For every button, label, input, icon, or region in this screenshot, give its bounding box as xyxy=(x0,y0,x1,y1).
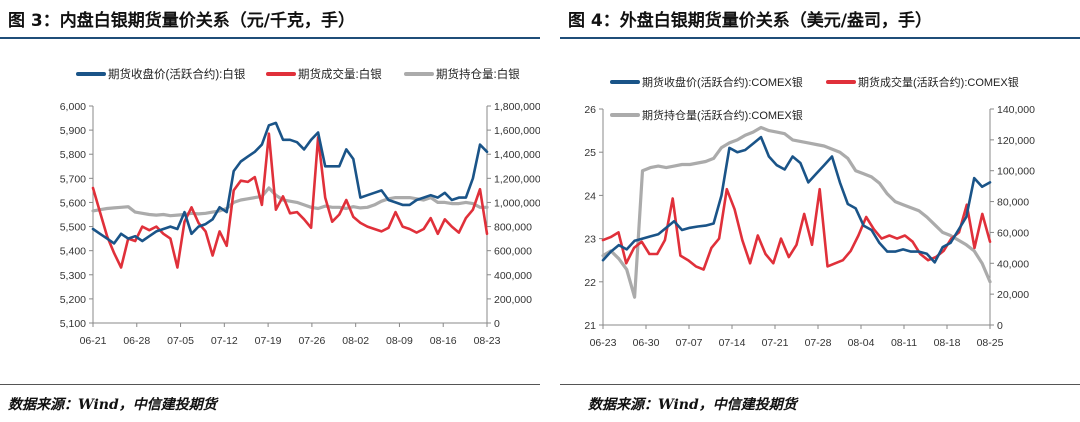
y-right-tick-label: 1,200,000 xyxy=(494,173,540,185)
y-left-tick-label: 22 xyxy=(584,277,596,289)
y-left-tick-label: 5,400 xyxy=(60,246,86,258)
legend-label: 期货收盘价(活跃合约):白银 xyxy=(108,67,246,81)
x-tick-label: 07-21 xyxy=(762,337,789,349)
x-tick-label: 07-26 xyxy=(298,335,325,347)
legend-label: 期货持仓量(活跃合约):COMEX银 xyxy=(642,108,803,122)
figure-3-bottom-rule xyxy=(0,384,540,385)
y-right-tick-label: 20,000 xyxy=(997,289,1029,301)
figure-4-chart: 21 22 23 24 25 26 0 20,000 40,000 60,000 80,000 100… xyxy=(584,75,1035,349)
y-left-tick-label: 5,100 xyxy=(60,318,86,330)
y-left-tick-label: 25 xyxy=(584,147,596,159)
figure-3-title-rule xyxy=(0,37,540,39)
y-right-tick-label: 0 xyxy=(494,318,500,330)
y-left-tick-label: 23 xyxy=(584,234,596,246)
x-tick-label: 06-30 xyxy=(633,337,660,349)
x-tick-label: 06-23 xyxy=(590,337,617,349)
x-tick-label: 07-14 xyxy=(719,337,746,349)
y-left-tick-label: 5,700 xyxy=(60,173,86,185)
figure-3-panel: 图 3：内盘白银期货量价关系（元/千克，手） 5,100 5,200 5,300 5,… xyxy=(0,0,540,413)
y-right-tick-label: 1,400,000 xyxy=(494,149,540,161)
y-right-tick-label: 120,000 xyxy=(997,135,1035,147)
legend-label: 期货成交量(活跃合约):COMEX银 xyxy=(858,75,1019,89)
x-tick-label: 08-16 xyxy=(430,335,457,347)
figure-4-bottom-rule xyxy=(560,384,1080,385)
y-right-tick-label: 1,600,000 xyxy=(494,125,540,137)
x-tick-label: 07-05 xyxy=(167,335,194,347)
x-tick-label: 08-18 xyxy=(934,337,961,349)
y-right-tick-label: 400,000 xyxy=(494,270,532,282)
figure-3-source: 数据来源：Wind，中信建投期货 xyxy=(8,397,217,413)
y-right-tick-label: 0 xyxy=(997,320,1003,332)
y-right-tick-label: 40,000 xyxy=(997,258,1029,270)
x-tick-label: 08-25 xyxy=(977,337,1004,349)
y-right-tick-label: 600,000 xyxy=(494,246,532,258)
legend-label: 期货持仓量:白银 xyxy=(436,67,520,81)
x-tick-label: 07-12 xyxy=(211,335,238,347)
figure-4-title: 图 4：外盘白银期货量价关系（美元/盎司，手） xyxy=(568,11,932,31)
y-right-tick-label: 80,000 xyxy=(997,197,1029,209)
series-line-volume xyxy=(91,132,489,269)
y-left-tick-label: 6,000 xyxy=(60,101,86,113)
x-tick-label: 06-28 xyxy=(123,335,150,347)
y-left-tick-label: 26 xyxy=(584,104,596,116)
x-tick-label: 08-02 xyxy=(342,335,369,347)
y-left-tick-label: 5,900 xyxy=(60,125,86,137)
y-right-tick-label: 200,000 xyxy=(494,294,532,306)
figure-3-chart: 5,100 5,200 5,300 5,400 5,500 5,600 5,700 5,800… xyxy=(60,67,540,347)
x-tick-label: 07-07 xyxy=(676,337,703,349)
legend-label: 期货成交量:白银 xyxy=(298,67,382,81)
figure-4-title-rule xyxy=(560,37,1080,39)
y-left-tick-label: 5,500 xyxy=(60,222,86,234)
x-tick-label: 08-11 xyxy=(891,337,917,349)
figure-4-source: 数据来源：Wind，中信建投期货 xyxy=(588,397,797,413)
y-right-tick-label: 60,000 xyxy=(997,227,1029,239)
series-line-price xyxy=(601,135,992,264)
y-left-tick-label: 5,600 xyxy=(60,197,86,209)
x-tick-label: 07-19 xyxy=(255,335,282,347)
x-tick-label: 07-28 xyxy=(805,337,832,349)
y-right-tick-label: 1,800,000 xyxy=(494,101,540,113)
series-line-open-interest xyxy=(601,125,992,299)
x-tick-label: 08-04 xyxy=(848,337,875,349)
x-tick-label: 08-23 xyxy=(474,335,501,347)
y-left-tick-label: 21 xyxy=(584,320,596,332)
y-right-tick-label: 1,000,000 xyxy=(494,197,540,209)
y-left-tick-label: 5,300 xyxy=(60,270,86,282)
figure-4-panel: 图 4：外盘白银期货量价关系（美元/盎司，手） 21 22 23 24 25 26 0 20,… xyxy=(560,0,1080,413)
legend-label: 期货收盘价(活跃合约):COMEX银 xyxy=(642,75,803,89)
y-left-tick-label: 24 xyxy=(584,190,596,202)
x-tick-label: 08-09 xyxy=(386,335,413,347)
x-tick-label: 06-21 xyxy=(80,335,107,347)
y-right-tick-label: 800,000 xyxy=(494,222,532,234)
y-right-tick-label: 140,000 xyxy=(997,104,1035,116)
series-line-price xyxy=(91,121,489,245)
y-right-tick-label: 100,000 xyxy=(997,166,1035,178)
y-left-tick-label: 5,800 xyxy=(60,149,86,161)
y-left-tick-label: 5,200 xyxy=(60,294,86,306)
figure-3-title: 图 3：内盘白银期货量价关系（元/千克，手） xyxy=(8,11,355,31)
